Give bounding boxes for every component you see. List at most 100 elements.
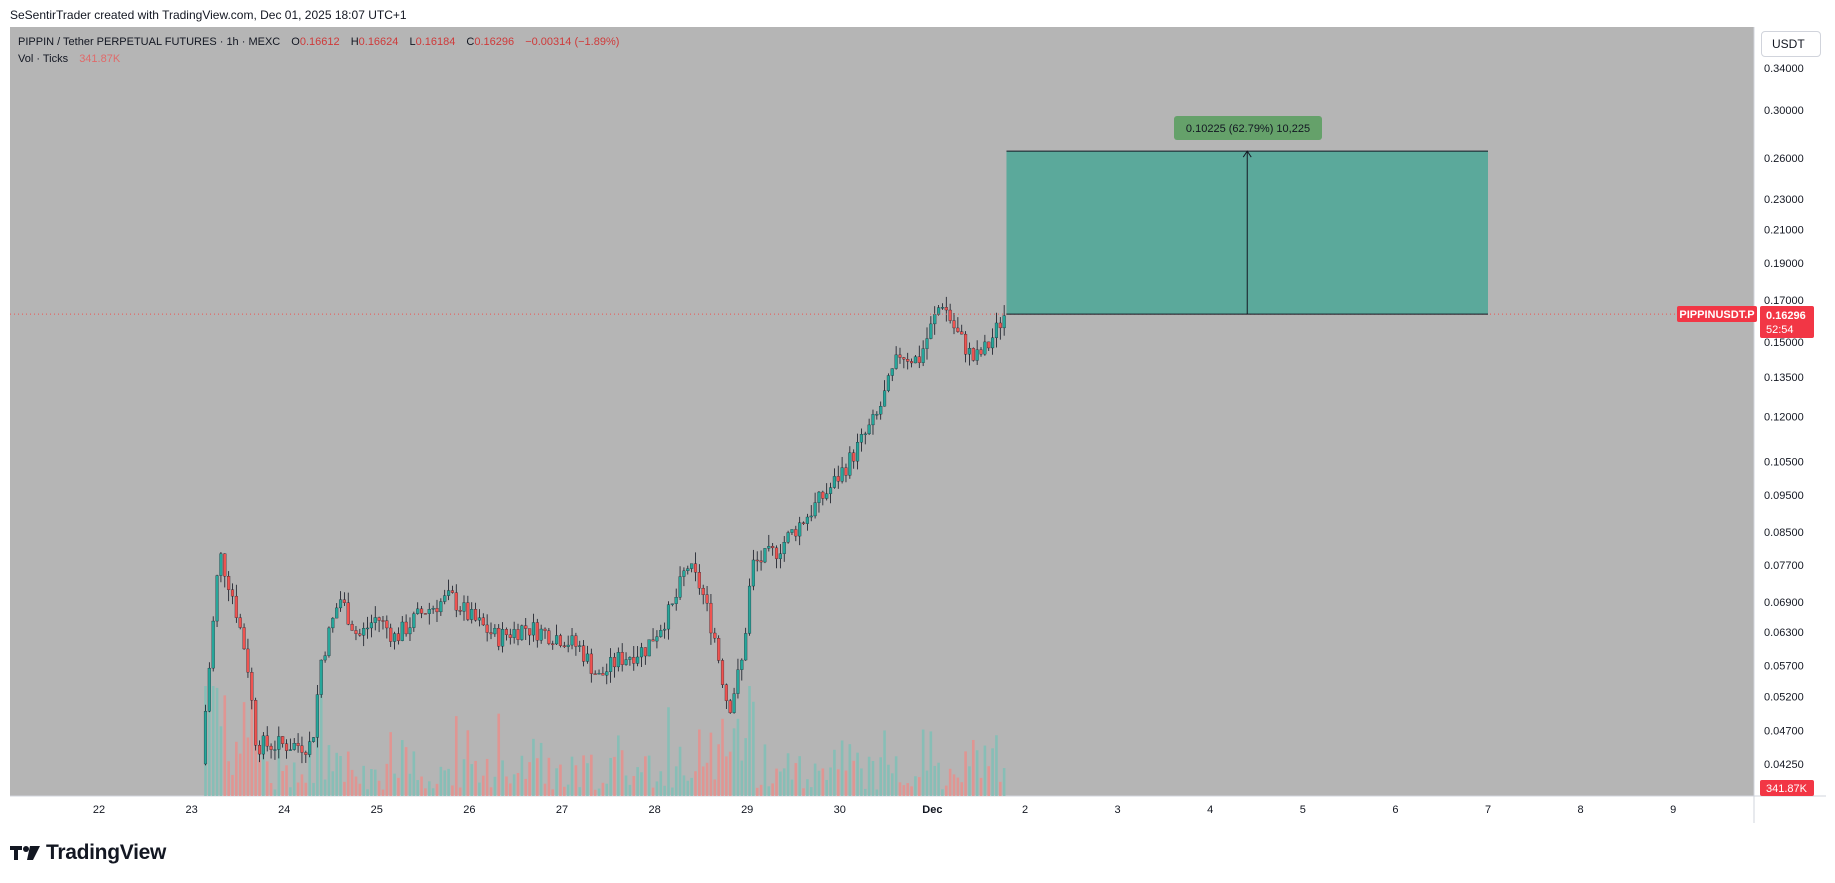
candle-body xyxy=(852,452,856,462)
volume-bar xyxy=(289,787,292,796)
candle-body xyxy=(655,636,659,642)
volume-bar xyxy=(782,768,786,796)
plot-area[interactable] xyxy=(10,27,1754,823)
volume-bar xyxy=(863,788,867,796)
volume-bar xyxy=(578,787,582,796)
candle-body xyxy=(547,630,551,644)
volume-bar xyxy=(848,744,852,796)
y-tick-label: 0.09500 xyxy=(1764,490,1804,502)
candle-body xyxy=(574,635,578,647)
y-tick-label: 0.15000 xyxy=(1764,337,1804,349)
low-label: L xyxy=(409,36,415,48)
volume-bar xyxy=(292,762,296,796)
volume-bar xyxy=(987,766,991,796)
candle-body xyxy=(697,572,701,589)
candle-body xyxy=(597,673,601,675)
volume-bar xyxy=(779,771,782,796)
candle-body xyxy=(447,590,451,596)
volume-bar xyxy=(601,782,605,796)
volume-bar xyxy=(497,713,501,796)
x-tick-label: 5 xyxy=(1300,804,1306,816)
volume-bar xyxy=(852,760,855,796)
candle-body xyxy=(300,745,304,753)
volume-bar xyxy=(501,760,504,796)
candle-body xyxy=(821,491,825,499)
volume-bar xyxy=(979,777,983,796)
volume-bar xyxy=(628,784,632,796)
volume-bar xyxy=(856,752,859,796)
volume-bar xyxy=(404,747,408,796)
candle-body xyxy=(894,354,898,369)
volume-bar xyxy=(705,762,709,796)
x-tick-label: 28 xyxy=(648,804,660,816)
candle-body xyxy=(809,515,813,518)
currency-button[interactable]: USDT xyxy=(1761,31,1821,57)
volume-bar xyxy=(674,766,678,796)
candle-body xyxy=(423,613,427,615)
volume-bar xyxy=(636,767,639,796)
symbol-price-tag: PIPPINUSDT.P xyxy=(1677,306,1757,322)
volume-bar xyxy=(354,776,358,796)
price-axis[interactable] xyxy=(1754,27,1826,823)
volume-bar xyxy=(806,779,809,796)
candle-body xyxy=(230,589,235,597)
candle-body xyxy=(883,390,887,407)
volume-bar xyxy=(744,738,747,796)
volume-bar xyxy=(991,748,994,796)
volume-value: 341.87K xyxy=(79,53,121,65)
volume-bar xyxy=(481,775,485,796)
volume-bar xyxy=(659,771,663,796)
volume-bar xyxy=(512,774,516,796)
volume-bar xyxy=(894,756,898,796)
candle-body xyxy=(504,629,508,635)
candle-body xyxy=(331,617,335,629)
candle-body xyxy=(481,617,485,626)
x-tick-label: 4 xyxy=(1207,804,1213,816)
candle-body xyxy=(501,629,505,647)
high-value: 0.16624 xyxy=(359,36,399,48)
candle-body xyxy=(562,645,566,647)
candle-body xyxy=(979,349,983,355)
volume-bar xyxy=(281,771,284,796)
volume-bar xyxy=(254,706,257,796)
candle-body xyxy=(616,652,620,668)
volume-bar xyxy=(898,782,902,796)
candle-body xyxy=(242,627,246,650)
volume-bar xyxy=(620,750,624,796)
candle-body xyxy=(759,560,763,563)
candle-body xyxy=(686,568,690,572)
candle-body xyxy=(354,630,358,634)
volume-bar xyxy=(794,763,798,796)
candle-body xyxy=(778,553,782,559)
volume-bar xyxy=(462,759,466,796)
volume-bar xyxy=(582,755,585,796)
y-tick-label: 0.07700 xyxy=(1764,560,1804,572)
candle-body xyxy=(728,700,732,713)
volume-bar xyxy=(871,761,875,796)
candle-body xyxy=(582,645,586,662)
volume-bar xyxy=(296,782,300,796)
volume-bar xyxy=(304,782,308,796)
candle-body xyxy=(273,749,277,751)
measure-label: 0.10225 (62.79%) 10,225 xyxy=(1174,116,1322,140)
volume-bar xyxy=(809,787,813,796)
candle-body xyxy=(269,745,273,750)
volume-bar xyxy=(952,774,956,796)
volume-bar xyxy=(709,732,713,796)
candle-body xyxy=(910,361,914,364)
candle-body xyxy=(296,743,300,746)
volume-bar xyxy=(543,783,547,796)
candle-body xyxy=(952,320,956,329)
candle-body xyxy=(663,628,667,631)
candle-body xyxy=(832,476,836,488)
time-axis[interactable] xyxy=(10,796,1826,823)
volume-bar xyxy=(478,782,481,796)
candle-body xyxy=(925,338,929,349)
volume-bar xyxy=(524,778,528,796)
volume-bar xyxy=(613,756,616,796)
candle-body xyxy=(944,307,948,311)
snapshot-caption: SeSentirTrader created with TradingView.… xyxy=(10,8,407,22)
volume-bar xyxy=(528,762,531,796)
volume-bar xyxy=(381,789,385,796)
